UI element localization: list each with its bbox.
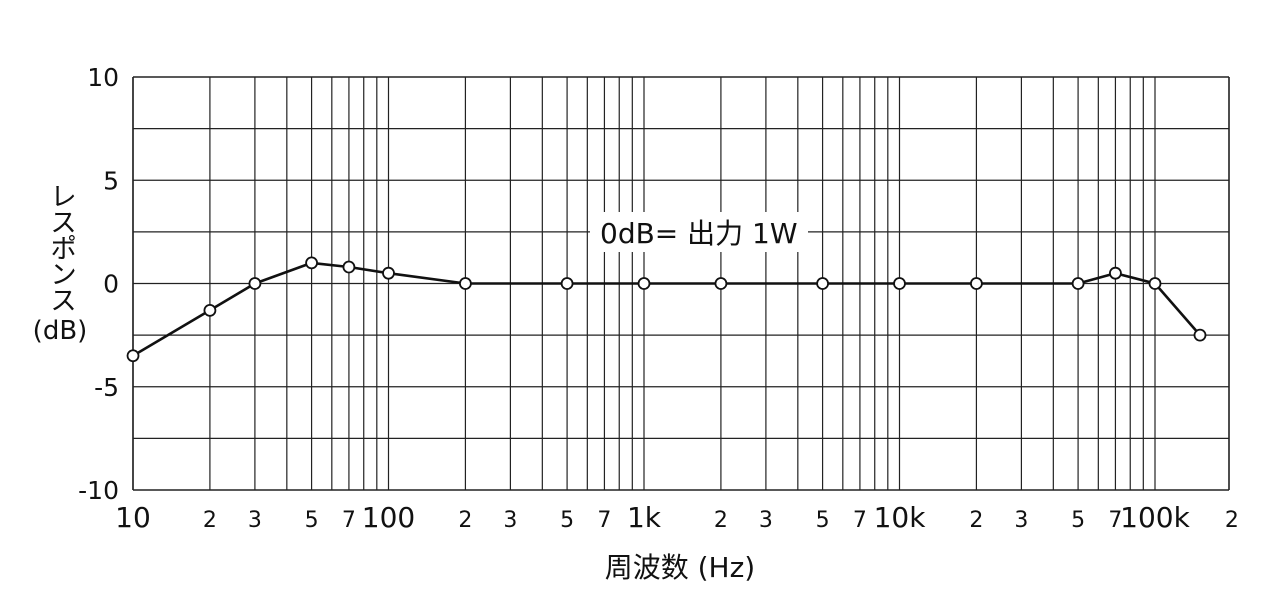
x-axis-title: 周波数 (Hz) xyxy=(604,551,756,584)
data-point xyxy=(714,277,728,290)
x-tick-label: 7 xyxy=(342,508,356,533)
x-tick-label: 100 xyxy=(362,501,415,534)
x-tick-label: 2 xyxy=(1225,508,1239,533)
x-tick-label: 7 xyxy=(1108,508,1122,533)
y-tick-label: -10 xyxy=(78,476,119,505)
x-tick-label: 5 xyxy=(1071,508,1085,533)
data-point xyxy=(1071,277,1085,290)
y-tick-label: 5 xyxy=(103,166,119,195)
data-point xyxy=(305,256,318,270)
x-tick-label: 3 xyxy=(503,508,517,533)
x-tick-label: 2 xyxy=(458,508,472,533)
y-axis-title: レスポンス (dB) xyxy=(28,182,92,346)
x-tick-label: 100k xyxy=(1120,501,1190,534)
data-point xyxy=(248,277,262,290)
data-point xyxy=(203,303,217,317)
x-tick-label: 7 xyxy=(853,508,867,533)
data-point xyxy=(816,277,829,290)
x-tick-label: 2 xyxy=(969,508,983,533)
data-point xyxy=(342,260,356,274)
data-point xyxy=(459,277,472,290)
x-tick-label: 5 xyxy=(560,508,574,533)
x-tick-label: 2 xyxy=(203,508,217,533)
data-point xyxy=(560,277,574,290)
x-tick-label: 5 xyxy=(816,508,830,533)
series-layer xyxy=(126,256,1207,363)
x-tick-label: 2 xyxy=(714,508,728,533)
data-point xyxy=(126,349,140,363)
data-point xyxy=(1193,328,1207,342)
x-tick-label: 1k xyxy=(627,501,662,534)
data-point xyxy=(970,277,983,290)
y-axis-unit: (dB) xyxy=(32,316,88,346)
x-tick-label: 3 xyxy=(248,508,262,533)
x-tick-label: 10 xyxy=(115,501,151,534)
x-tick-label: 10k xyxy=(874,501,927,534)
reference-annotation: 0dB= 出力 1W xyxy=(590,212,808,252)
x-tick-label: 7 xyxy=(597,508,611,533)
data-point xyxy=(1109,266,1122,280)
data-point xyxy=(893,277,906,290)
x-tick-label: 5 xyxy=(305,508,319,533)
y-axis-label: レスポンス xyxy=(45,182,76,312)
x-tick-label: 3 xyxy=(759,508,773,533)
response-line xyxy=(132,261,1201,357)
data-point xyxy=(382,266,395,280)
data-point xyxy=(637,277,651,290)
x-tick-label: 3 xyxy=(1014,508,1028,533)
data-point xyxy=(1148,277,1162,290)
y-tick-label: 10 xyxy=(87,63,119,92)
y-tick-label: -5 xyxy=(94,373,119,402)
y-tick-label: 0 xyxy=(103,270,119,299)
